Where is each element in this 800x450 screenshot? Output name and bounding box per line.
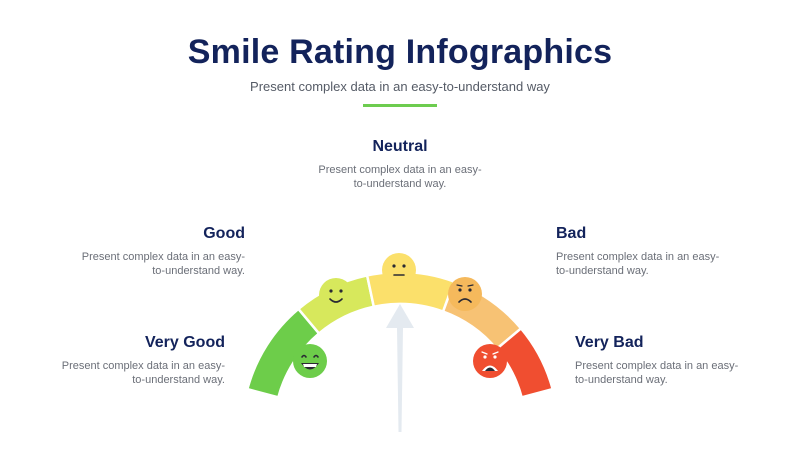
rating-label-good: Good Present complex data in an easy- to… — [45, 224, 245, 278]
rating-title-very-good: Very Good — [144, 334, 225, 351]
rating-desc-very-good: Present complex data in an easy- to-unde… — [61, 360, 225, 386]
rating-title-bad: Bad — [556, 225, 587, 242]
rating-desc-good: Present complex data in an easy- to-unde… — [81, 251, 245, 277]
gauge-pointer-arrow — [386, 304, 414, 432]
face-very-good-icon — [293, 344, 327, 378]
title-underline — [363, 104, 437, 107]
page-subtitle: Present complex data in an easy-to-under… — [250, 79, 550, 94]
rating-label-bad: Bad Present complex data in an easy- to-… — [556, 224, 756, 278]
rating-title-neutral: Neutral — [372, 138, 428, 155]
face-good-icon — [319, 278, 353, 312]
rating-title-good: Good — [203, 225, 245, 242]
rating-desc-neutral: Present complex data in an easy- to-unde… — [318, 164, 482, 190]
rating-desc-very-bad: Present complex data in an easy- to-unde… — [575, 360, 739, 386]
rating-desc-bad: Present complex data in an easy- to-unde… — [556, 251, 720, 277]
page-title: Smile Rating Infographics — [187, 33, 613, 71]
rating-label-very-good: Very Good Present complex data in an eas… — [25, 333, 225, 387]
face-bad-icon — [448, 277, 482, 311]
face-neutral-icon — [382, 253, 416, 287]
face-very-bad-icon — [473, 344, 507, 378]
rating-title-very-bad: Very Bad — [575, 334, 644, 351]
rating-label-very-bad: Very Bad Present complex data in an easy… — [575, 333, 775, 387]
rating-label-neutral: Neutral Present complex data in an easy-… — [300, 137, 500, 191]
